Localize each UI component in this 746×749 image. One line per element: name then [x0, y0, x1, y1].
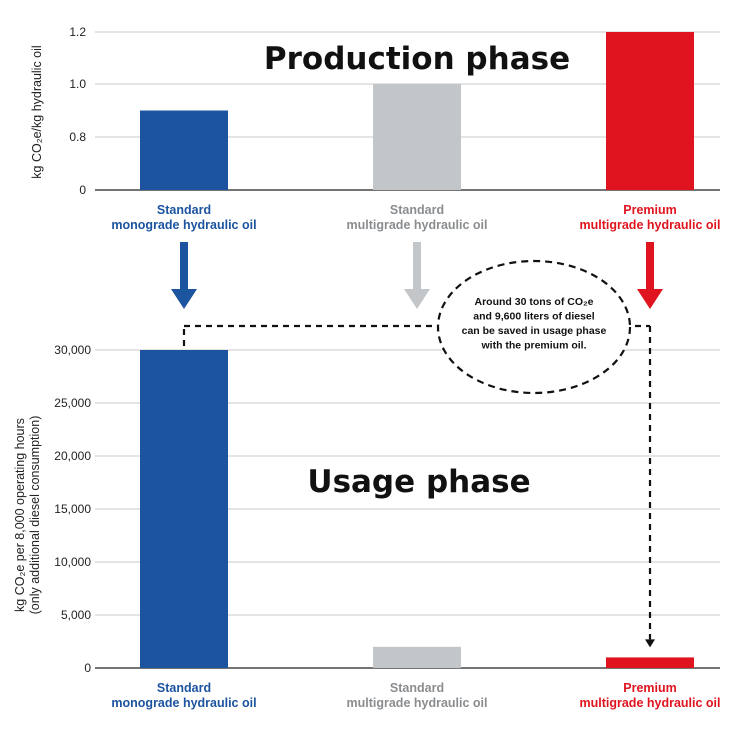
production-y-axis-label: kg CO₂e/kg hydraulic oil: [30, 45, 44, 178]
usage-category-label: Premium: [623, 681, 677, 695]
savings-callout-text: and 9,600 liters of diesel: [473, 311, 594, 323]
production-bar: [140, 110, 228, 190]
phase-arrow-shaft: [413, 242, 421, 290]
production-category-label: multigrade hydraulic oil: [347, 218, 488, 232]
usage-y-tick-label: 15,000: [54, 502, 91, 516]
production-category-label: Standard: [390, 203, 444, 217]
production-category-label: monograde hydraulic oil: [111, 218, 256, 232]
production-y-tick-label: 1.2: [69, 25, 86, 39]
production-y-tick-label: 0: [79, 183, 86, 197]
usage-y-tick-label: 20,000: [54, 449, 91, 463]
phase-arrow-shaft: [646, 242, 654, 290]
usage-category-label: multigrade hydraulic oil: [347, 696, 488, 710]
usage-bar: [373, 646, 461, 668]
production-phase-title: Production phase: [264, 41, 570, 77]
phase-arrow-shaft: [180, 242, 188, 290]
usage-category-label: monograde hydraulic oil: [111, 696, 256, 710]
production-bar: [373, 84, 461, 190]
usage-phase-title: Usage phase: [307, 464, 530, 500]
production-y-tick-label: 1.0: [69, 77, 86, 91]
savings-callout-ellipse: [436, 259, 632, 395]
usage-y-tick-label: 5,000: [61, 608, 91, 622]
usage-category-label: Standard: [157, 681, 211, 695]
usage-category-label: multigrade hydraulic oil: [580, 696, 721, 710]
savings-callout-text: with the premium oil.: [480, 340, 586, 352]
savings-callout-text: Around 30 tons of CO₂e: [474, 296, 593, 308]
production-category-label: Standard: [157, 203, 211, 217]
usage-y-tick-label: 10,000: [54, 555, 91, 569]
phase-arrow-head: [171, 289, 197, 309]
usage-y-tick-label: 0: [84, 661, 91, 675]
production-category-label: multigrade hydraulic oil: [580, 218, 721, 232]
production-category-label: Premium: [623, 203, 677, 217]
savings-arrowhead: [645, 639, 655, 648]
production-y-tick-label: 0.8: [69, 130, 86, 144]
savings-callout-text: can be saved in usage phase: [462, 325, 607, 337]
usage-bar: [606, 657, 694, 668]
phase-arrow-head: [637, 289, 663, 309]
production-bar: [606, 32, 694, 190]
usage-category-label: Standard: [390, 681, 444, 695]
usage-bar: [140, 350, 228, 668]
usage-y-axis-label-line2: (only additional diesel consumption): [28, 416, 42, 615]
usage-y-axis-label-line1: kg CO₂e per 8,000 operating hours: [13, 418, 27, 612]
phase-arrow-head: [404, 289, 430, 309]
usage-y-tick-label: 25,000: [54, 396, 91, 410]
usage-y-tick-label: 30,000: [54, 343, 91, 357]
